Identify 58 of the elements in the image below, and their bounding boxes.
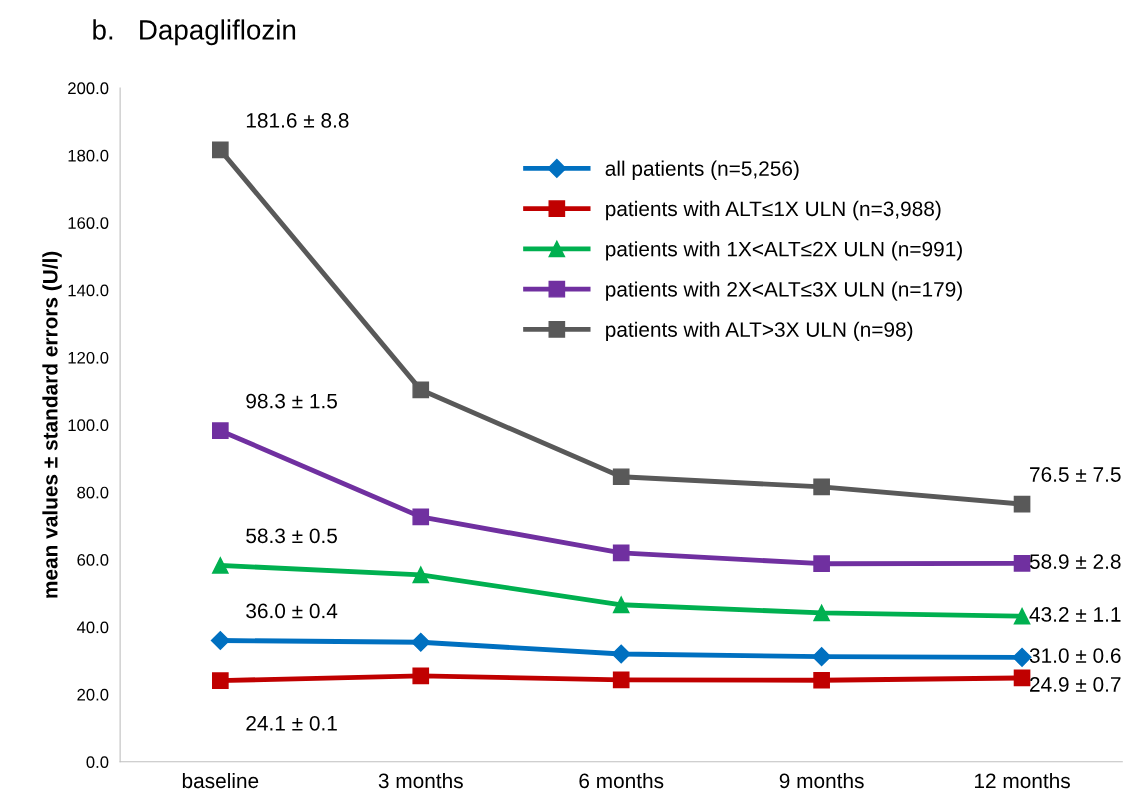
point [813,478,830,496]
x-tick-label: baseline [182,772,259,789]
y-tick-label: 140.0 [68,284,109,297]
y-tick-label: 80.0 [77,486,109,499]
point [212,141,229,159]
point [412,566,430,584]
point [612,596,630,614]
x-tick-label: 12 months [975,772,1070,789]
point [412,381,430,399]
point [812,647,832,667]
legend-label: all patients (n=5,256) [605,160,799,181]
y-tick-label: 0.0 [86,756,109,769]
point [1013,495,1031,513]
annotation: 58.3 ± 0.5 [246,528,337,544]
chart-title: b. Dapagliflozin [93,19,296,46]
legend-label: patients with ALT≤1X ULN (n=3,988) [606,200,941,221]
x-tick-label: 9 months [779,772,864,789]
x-tick-label: 3 months [378,772,463,789]
annotation: 181.6 ± 8.8 [246,113,349,128]
point [212,557,229,574]
point [411,632,431,652]
point [212,422,229,439]
y-tick-label: 120.0 [68,351,109,364]
legend-label: patients with 2X<ALT≤3X ULN (n=179) [606,281,962,301]
point [1012,647,1032,667]
y-tick-label: 160.0 [68,217,109,229]
annotation: 36.0 ± 0.4 [246,603,338,619]
y-tick-label: 60.0 [77,554,109,566]
point [612,671,630,689]
point [210,630,230,651]
point [611,644,631,664]
y-tick-label: 180.0 [68,149,109,162]
annotation: 76.5 ± 7.5 [1030,467,1121,482]
annotation: 43.2 ± 1.1 [1029,607,1121,622]
legend-label: patients with ALT>3X ULN (n=98) [606,321,913,342]
y-tick-label: 40.0 [76,621,109,634]
y-tick-label: 20.0 [77,688,109,701]
point [1013,669,1031,687]
point [1013,607,1031,625]
annotation: 31.0 ± 0.6 [1029,648,1121,663]
point [412,667,430,685]
annotation: 98.3 ± 1.5 [246,393,337,409]
annotation: 58.9 ± 2.8 [1029,554,1121,569]
point [813,555,830,573]
y-tick-label: 200.0 [68,82,109,95]
y-axis-title: mean values ± standard errors (U/l) [42,251,62,598]
x-tick-label: 6 months [579,772,664,789]
annotation: 24.9 ± 0.7 [1030,677,1121,692]
point [412,508,430,526]
point [813,671,830,689]
point [612,544,630,562]
y-tick-label: 100.0 [68,419,109,432]
annotation: 24.1 ± 0.1 [246,715,337,731]
point [612,468,630,486]
point [212,672,229,689]
legend-label: patients with 1X<ALT≤2X ULN (n=991) [606,241,962,261]
point [1013,555,1031,572]
point [813,604,830,622]
